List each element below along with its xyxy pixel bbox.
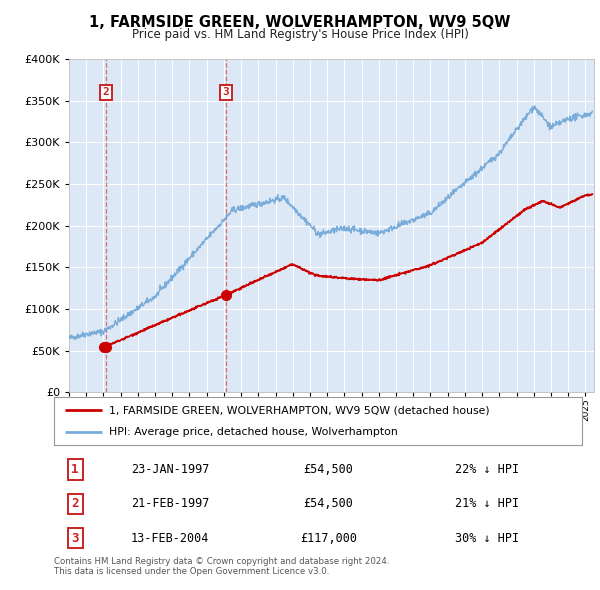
- Text: HPI: Average price, detached house, Wolverhampton: HPI: Average price, detached house, Wolv…: [109, 427, 398, 437]
- Text: 3: 3: [223, 87, 229, 97]
- Text: 2: 2: [102, 87, 109, 97]
- Text: 1, FARMSIDE GREEN, WOLVERHAMPTON, WV9 5QW (detached house): 1, FARMSIDE GREEN, WOLVERHAMPTON, WV9 5Q…: [109, 405, 490, 415]
- Text: £54,500: £54,500: [304, 497, 353, 510]
- Text: 3: 3: [71, 532, 79, 545]
- Text: 1, FARMSIDE GREEN, WOLVERHAMPTON, WV9 5QW: 1, FARMSIDE GREEN, WOLVERHAMPTON, WV9 5Q…: [89, 15, 511, 30]
- Text: £54,500: £54,500: [304, 463, 353, 476]
- Text: 22% ↓ HPI: 22% ↓ HPI: [455, 463, 520, 476]
- Text: £117,000: £117,000: [300, 532, 357, 545]
- Text: 21% ↓ HPI: 21% ↓ HPI: [455, 497, 520, 510]
- Text: 2: 2: [71, 497, 79, 510]
- Text: 13-FEB-2004: 13-FEB-2004: [131, 532, 209, 545]
- Text: 21-FEB-1997: 21-FEB-1997: [131, 497, 209, 510]
- Text: Price paid vs. HM Land Registry's House Price Index (HPI): Price paid vs. HM Land Registry's House …: [131, 28, 469, 41]
- Text: 23-JAN-1997: 23-JAN-1997: [131, 463, 209, 476]
- Text: 1: 1: [71, 463, 79, 476]
- Text: Contains HM Land Registry data © Crown copyright and database right 2024.
This d: Contains HM Land Registry data © Crown c…: [54, 557, 389, 576]
- Text: 30% ↓ HPI: 30% ↓ HPI: [455, 532, 520, 545]
